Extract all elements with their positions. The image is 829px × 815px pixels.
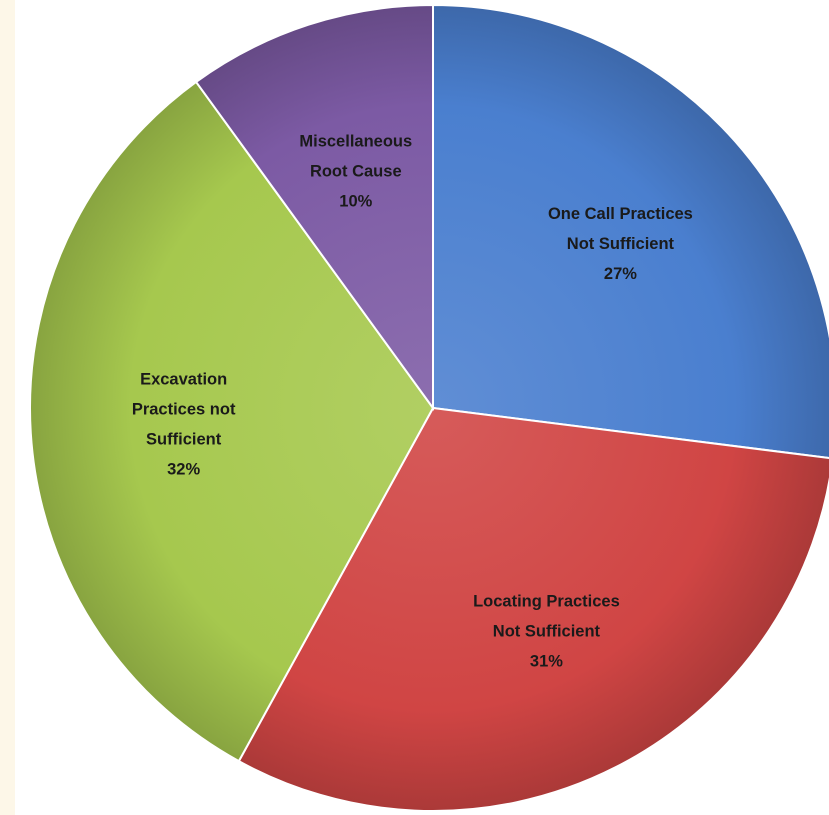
labels-group: One Call Practices Not Sufficient 27% Locat… [132, 132, 693, 670]
slice-label-line: Practices not [132, 401, 236, 419]
slice-label-line: 31% [530, 653, 563, 671]
chart-frame: One Call Practices Not Sufficient 27% Locat… [15, 0, 829, 815]
pie-slice-3 [194, 3, 434, 412]
slice-label-line: 10% [339, 192, 372, 210]
slice-label-line: One Call Practices [548, 205, 693, 223]
slice-label-0: One Call Practices Not Sufficient 27% [548, 205, 693, 283]
slice-label-line: Sufficient [146, 431, 222, 449]
slice-label-line: 27% [604, 265, 637, 283]
pie-slice-2 [29, 80, 435, 763]
slice-label-line: 32% [167, 461, 200, 479]
slice-label-2: Excavation Practices not Sufficient 32% [132, 371, 236, 479]
pie-slice-1 [237, 406, 829, 812]
slice-label-line: Root Cause [310, 162, 402, 180]
slice-label-3: Miscellaneous Root Cause 10% [299, 132, 412, 210]
slices-group [29, 3, 829, 812]
slice-label-line: Locating Practices [473, 593, 620, 611]
slice-label-line: Miscellaneous [299, 132, 412, 150]
pie-chart: One Call Practices Not Sufficient 27% Locat… [29, 3, 829, 812]
slice-label-line: Not Sufficient [567, 235, 675, 253]
slice-label-1: Locating Practices Not Sufficient 31% [473, 593, 620, 671]
slice-label-line: Excavation [140, 371, 227, 389]
pie-slice-0 [432, 3, 829, 460]
slice-label-line: Not Sufficient [493, 623, 601, 641]
